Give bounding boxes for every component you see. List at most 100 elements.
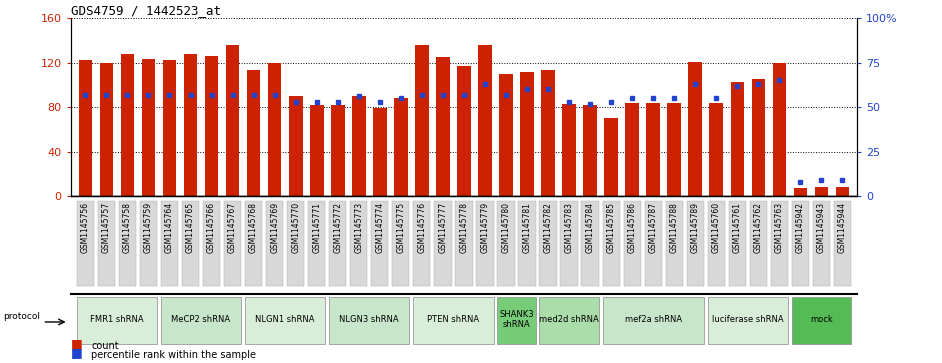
Text: NLGN1 shRNA: NLGN1 shRNA — [255, 315, 315, 324]
Text: count: count — [91, 341, 119, 351]
FancyBboxPatch shape — [497, 297, 536, 344]
FancyBboxPatch shape — [644, 201, 662, 286]
Bar — [625, 103, 639, 196]
Bar — [668, 103, 681, 196]
Bar — [772, 62, 787, 196]
FancyBboxPatch shape — [434, 201, 451, 286]
Text: GSM1145772: GSM1145772 — [333, 202, 342, 253]
FancyBboxPatch shape — [203, 201, 220, 286]
Text: GSM1145775: GSM1145775 — [397, 202, 405, 253]
Bar — [78, 60, 92, 196]
Text: GSM1145757: GSM1145757 — [102, 202, 111, 253]
Text: GSM1145774: GSM1145774 — [375, 202, 384, 253]
Text: GSM1145780: GSM1145780 — [501, 202, 511, 253]
FancyBboxPatch shape — [540, 201, 557, 286]
Text: GSM1145764: GSM1145764 — [165, 202, 174, 253]
FancyBboxPatch shape — [98, 201, 115, 286]
Text: GSM1145760: GSM1145760 — [712, 202, 721, 253]
FancyBboxPatch shape — [771, 201, 788, 286]
FancyBboxPatch shape — [707, 201, 725, 286]
Text: GSM1145766: GSM1145766 — [207, 202, 216, 253]
Bar — [457, 66, 471, 196]
FancyBboxPatch shape — [813, 201, 830, 286]
Text: percentile rank within the sample: percentile rank within the sample — [91, 350, 256, 360]
Bar — [689, 61, 702, 196]
Text: GSM1145787: GSM1145787 — [649, 202, 658, 253]
FancyBboxPatch shape — [245, 297, 325, 344]
Bar — [815, 187, 828, 196]
Bar — [289, 96, 302, 196]
Text: GSM1145778: GSM1145778 — [460, 202, 468, 253]
FancyBboxPatch shape — [245, 201, 262, 286]
Bar — [436, 57, 449, 196]
FancyBboxPatch shape — [266, 201, 284, 286]
FancyBboxPatch shape — [792, 201, 809, 286]
Text: med2d shRNA: med2d shRNA — [539, 315, 599, 324]
FancyBboxPatch shape — [750, 201, 767, 286]
FancyBboxPatch shape — [161, 201, 178, 286]
FancyBboxPatch shape — [540, 297, 599, 344]
Text: mock: mock — [810, 315, 833, 324]
Text: GSM1145763: GSM1145763 — [775, 202, 784, 253]
Text: GSM1145758: GSM1145758 — [123, 202, 132, 253]
Bar — [310, 105, 323, 196]
Text: GSM1145773: GSM1145773 — [354, 202, 364, 253]
FancyBboxPatch shape — [119, 201, 136, 286]
Bar — [562, 104, 576, 196]
Text: GSM1145789: GSM1145789 — [690, 202, 700, 253]
FancyBboxPatch shape — [518, 201, 536, 286]
Bar — [479, 45, 492, 196]
Bar — [499, 74, 512, 196]
FancyBboxPatch shape — [581, 201, 599, 286]
Text: GSM1145759: GSM1145759 — [144, 202, 153, 253]
FancyBboxPatch shape — [792, 297, 852, 344]
FancyBboxPatch shape — [414, 201, 430, 286]
Text: GSM1145783: GSM1145783 — [564, 202, 574, 253]
Text: GSM1145781: GSM1145781 — [523, 202, 531, 253]
Text: GSM1145776: GSM1145776 — [417, 202, 427, 253]
Bar — [247, 70, 260, 196]
Bar — [730, 82, 744, 196]
Text: NLGN3 shRNA: NLGN3 shRNA — [339, 315, 399, 324]
Bar — [709, 103, 723, 196]
Bar — [226, 45, 239, 196]
FancyBboxPatch shape — [224, 201, 241, 286]
FancyBboxPatch shape — [371, 201, 388, 286]
Bar — [352, 96, 365, 196]
FancyBboxPatch shape — [308, 201, 325, 286]
Bar — [121, 54, 135, 196]
Bar — [583, 105, 597, 196]
FancyBboxPatch shape — [182, 201, 199, 286]
FancyBboxPatch shape — [477, 201, 494, 286]
FancyBboxPatch shape — [560, 201, 577, 286]
Text: GSM1145777: GSM1145777 — [438, 202, 447, 253]
FancyBboxPatch shape — [624, 201, 641, 286]
FancyBboxPatch shape — [350, 201, 367, 286]
FancyBboxPatch shape — [329, 201, 347, 286]
Bar — [605, 118, 618, 196]
Text: GSM1145761: GSM1145761 — [733, 202, 742, 253]
Text: GSM1145768: GSM1145768 — [249, 202, 258, 253]
FancyBboxPatch shape — [76, 297, 157, 344]
FancyBboxPatch shape — [392, 201, 410, 286]
Text: GSM1145786: GSM1145786 — [627, 202, 637, 253]
FancyBboxPatch shape — [603, 297, 704, 344]
Text: GSM1145779: GSM1145779 — [480, 202, 490, 253]
FancyBboxPatch shape — [666, 201, 683, 286]
Text: GSM1145788: GSM1145788 — [670, 202, 679, 253]
Text: GSM1145762: GSM1145762 — [754, 202, 763, 253]
Text: GSM1145765: GSM1145765 — [186, 202, 195, 253]
Text: GSM1145771: GSM1145771 — [312, 202, 321, 253]
Bar — [100, 62, 113, 196]
FancyBboxPatch shape — [414, 297, 494, 344]
Text: mef2a shRNA: mef2a shRNA — [625, 315, 682, 324]
Text: protocol: protocol — [4, 313, 41, 321]
FancyBboxPatch shape — [329, 297, 410, 344]
Bar — [268, 62, 282, 196]
Bar — [331, 105, 345, 196]
Text: GSM1145784: GSM1145784 — [586, 202, 594, 253]
Text: PTEN shRNA: PTEN shRNA — [428, 315, 479, 324]
FancyBboxPatch shape — [707, 297, 788, 344]
Bar — [141, 59, 155, 196]
Bar — [204, 56, 219, 196]
